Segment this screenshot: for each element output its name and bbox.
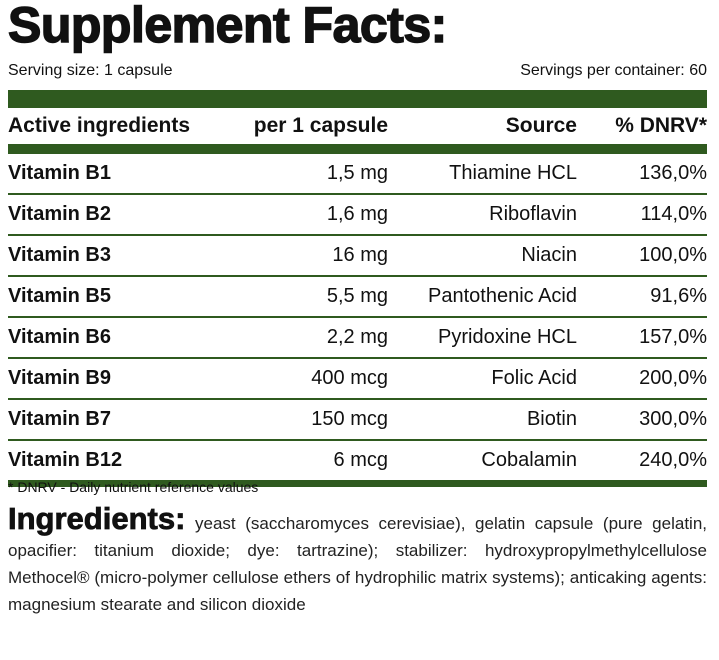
table-cell: 2,2 mg <box>208 317 388 359</box>
table-cell: 100,0% <box>577 235 707 277</box>
column-header: Active ingredients <box>8 114 191 137</box>
column-header: Source <box>505 114 577 137</box>
table-cell: 400 mcg <box>208 358 388 400</box>
ingredients-heading: Ingredients: <box>8 501 186 536</box>
table-row: Vitamin B5 5,5 mg Pantothenic Acid 91,6% <box>8 276 707 318</box>
title: Supplement Facts: <box>7 0 448 54</box>
table-cell: 300,0% <box>577 399 707 441</box>
table-cell: Vitamin B2 <box>8 194 208 236</box>
table-cell: Niacin <box>388 235 577 277</box>
table-cell: Pantothenic Acid <box>388 276 577 318</box>
table-cell: 150 mcg <box>208 399 388 441</box>
table-cell: Vitamin B12 <box>8 440 208 487</box>
table-cell: 91,6% <box>577 276 707 318</box>
ingredients-text: yeast (saccharomyces cerevisiae), gelati… <box>8 514 707 614</box>
table-cell: Vitamin B3 <box>8 235 208 277</box>
table-row: Vitamin B3 16 mg Niacin 100,0% <box>8 235 707 277</box>
table-cell: 5,5 mg <box>208 276 388 318</box>
table-cell: 6 mcg <box>208 440 388 487</box>
footnote: * DNRV - Daily nutrient reference values <box>8 479 259 495</box>
table-cell: Riboflavin <box>388 194 577 236</box>
table-cell: Folic Acid <box>388 358 577 400</box>
table-cell: 1,6 mg <box>208 194 388 236</box>
table-cell: 114,0% <box>577 194 707 236</box>
table-cell: Vitamin B6 <box>8 317 208 359</box>
column-header: % DNRV* <box>615 114 707 137</box>
top-bar <box>8 90 707 108</box>
servings-per-container: Servings per container: 60 <box>520 62 707 79</box>
header-bar <box>8 144 707 154</box>
nutrient-table: Active ingredients per 1 capsule Source % D… <box>8 108 707 487</box>
table-cell: Pyridoxine HCL <box>388 317 577 359</box>
table-row: Vitamin B12 6 mcg Cobalamin 240,0% <box>8 440 707 487</box>
table-row: Vitamin B6 2,2 mg Pyridoxine HCL 157,0% <box>8 317 707 359</box>
column-header: per 1 capsule <box>253 114 388 137</box>
ingredients: Ingredients: yeast (saccharomyces cerevi… <box>8 503 707 618</box>
table-cell: Cobalamin <box>388 440 577 487</box>
table-cell: 16 mg <box>208 235 388 277</box>
table-row: Vitamin B2 1,6 mg Riboflavin 114,0% <box>8 194 707 236</box>
table-row: Vitamin B9 400 mcg Folic Acid 200,0% <box>8 358 707 400</box>
table-cell: Vitamin B9 <box>8 358 208 400</box>
header-row: Active ingredients per 1 capsule Source % D… <box>8 108 707 144</box>
table-cell: 200,0% <box>577 358 707 400</box>
table-cell: Vitamin B5 <box>8 276 208 318</box>
table-cell: Biotin <box>388 399 577 441</box>
table-row: Vitamin B7 150 mcg Biotin 300,0% <box>8 399 707 441</box>
table-cell: 240,0% <box>577 440 707 487</box>
serving-size: Serving size: 1 capsule <box>8 62 173 79</box>
table-cell: Vitamin B7 <box>8 399 208 441</box>
table-body: Vitamin B1 1,5 mg Thiamine HCL 136,0% Vitami… <box>8 144 707 487</box>
table-cell: 157,0% <box>577 317 707 359</box>
